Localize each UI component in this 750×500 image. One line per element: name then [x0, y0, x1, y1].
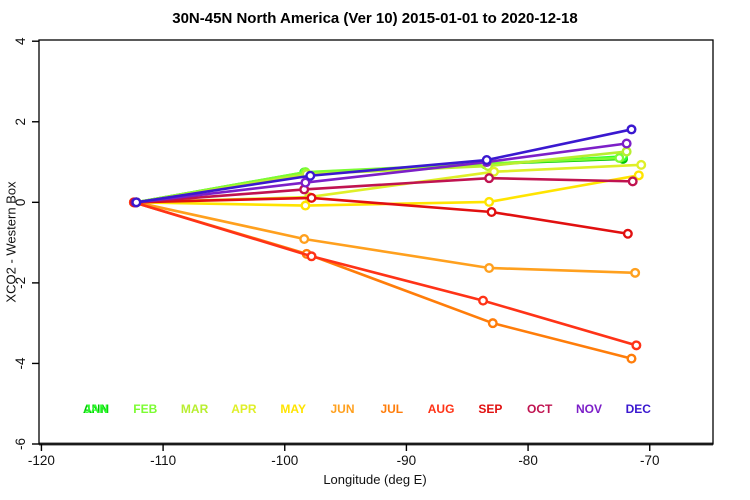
legend-label-feb: FEB [133, 402, 157, 416]
x-tick-label: -100 [271, 453, 298, 468]
y-tick-label: -6 [13, 438, 28, 450]
x-tick-label: -120 [28, 453, 55, 468]
series-line-nov [135, 142, 628, 204]
data-point-jun [630, 267, 641, 278]
x-tick-label: -80 [518, 453, 538, 468]
data-point-jul [626, 353, 637, 364]
data-point-aug [478, 295, 489, 306]
data-point-oct [627, 176, 638, 187]
y-axis-label: XCO2 - Western Box [3, 181, 19, 303]
legend-label-mar: MAR [181, 402, 209, 416]
chart-title: 30N-45N North America (Ver 10) 2015-01-0… [172, 10, 578, 27]
legend-label-nov: NOV [576, 402, 602, 416]
legend-label-sep: SEP [478, 402, 502, 416]
series-line-oct [133, 176, 635, 204]
x-tick-label: -70 [640, 453, 660, 468]
series-line-dec [135, 128, 633, 204]
data-point-dec [481, 155, 492, 166]
y-tick-label: 4 [13, 37, 28, 45]
data-point-jun [299, 233, 310, 244]
data-point-aug [306, 251, 317, 262]
data-point-jun [484, 262, 495, 273]
x-tick-label: -110 [150, 453, 176, 468]
legend-label-ann: ANN [83, 402, 109, 416]
legend-label-aug: AUG [428, 402, 455, 416]
y-tick-label: -4 [13, 357, 28, 369]
data-point-oct [484, 173, 495, 184]
x-axis-label: Longitude (deg E) [323, 472, 427, 487]
y-tick-label: 0 [13, 199, 28, 207]
data-point-nov [621, 138, 632, 149]
legend-label-oct: OCT [527, 402, 553, 416]
data-point-apr [636, 159, 647, 170]
plot-frame [38, 39, 714, 445]
legend-label-jan: JAN [84, 402, 108, 416]
series-line-jun [135, 201, 637, 275]
data-point-dec [131, 197, 142, 208]
data-point-dec [305, 170, 316, 181]
data-point-aug [631, 340, 642, 351]
data-point-sep [622, 228, 633, 239]
data-point-may [300, 200, 311, 211]
data-point-may [633, 170, 644, 181]
series-line-aug [132, 201, 638, 347]
legend-label-jun: JUN [330, 402, 354, 416]
y-tick-label: 2 [13, 118, 28, 126]
data-point-dec [626, 124, 637, 135]
legend-label-apr: APR [231, 402, 257, 416]
legend-label-may: MAY [280, 402, 306, 416]
data-point-apr [489, 166, 500, 177]
data-point-mar [621, 146, 632, 157]
data-point-may [484, 196, 495, 207]
data-point-nov [300, 177, 311, 188]
x-tick-label: -90 [397, 453, 417, 468]
data-point-sep [306, 192, 317, 203]
y-tick-label: -2 [13, 277, 28, 289]
data-point-feb [614, 153, 625, 164]
data-point-jul [487, 318, 498, 329]
legend-label-jul: JUL [380, 402, 403, 416]
legend-label-dec: DEC [626, 402, 652, 416]
data-point-sep [486, 206, 497, 217]
series-line-sep [133, 196, 630, 236]
